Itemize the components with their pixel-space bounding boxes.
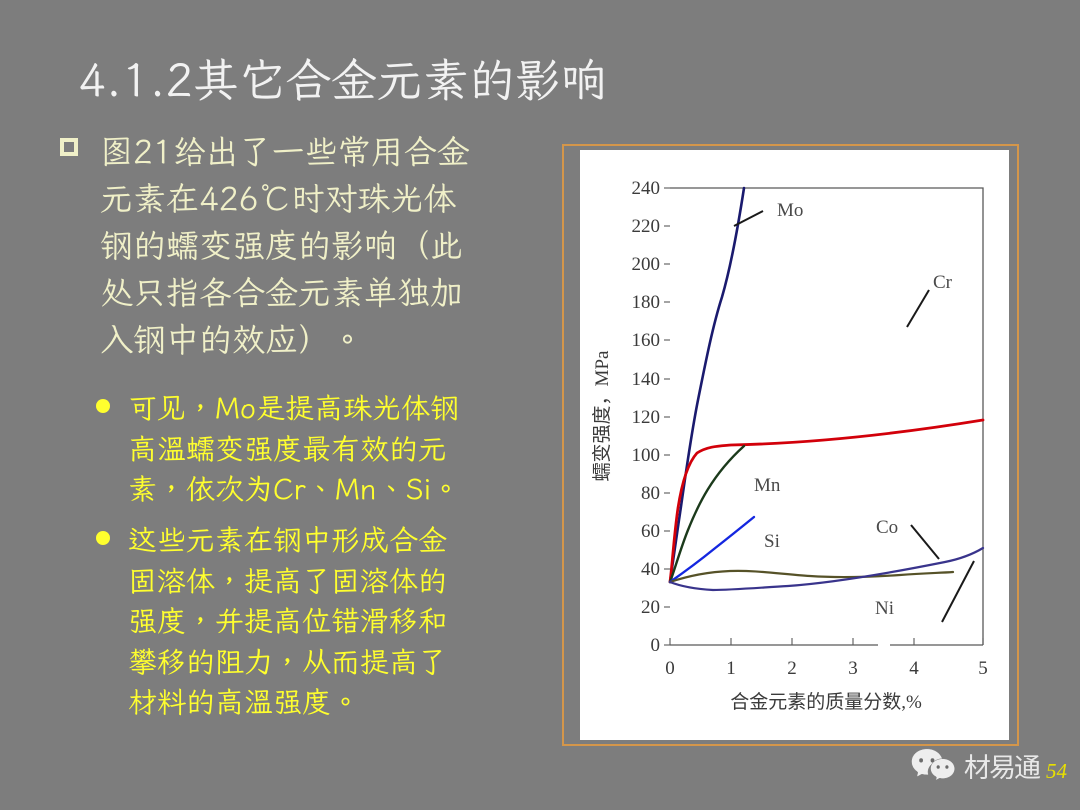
svg-text:160: 160: [632, 330, 661, 351]
svg-text:1: 1: [726, 658, 736, 679]
svg-text:240: 240: [632, 178, 661, 199]
svg-text:0: 0: [665, 658, 675, 679]
svg-text:Mo: Mo: [777, 200, 803, 221]
svg-text:2: 2: [787, 658, 797, 679]
svg-text:Si: Si: [764, 531, 780, 552]
svg-text:3: 3: [848, 658, 858, 679]
svg-text:Co: Co: [876, 517, 898, 538]
svg-text:40: 40: [641, 559, 660, 580]
svg-text:120: 120: [632, 407, 661, 428]
svg-text:Cr: Cr: [933, 272, 953, 293]
svg-text:140: 140: [632, 369, 661, 390]
svg-text:200: 200: [632, 254, 661, 275]
svg-text:合金元素的质量分数,%: 合金元素的质量分数,%: [730, 691, 922, 713]
svg-text:220: 220: [632, 216, 661, 237]
svg-text:Mn: Mn: [754, 475, 781, 496]
svg-text:60: 60: [641, 521, 660, 542]
svg-text:100: 100: [632, 445, 661, 466]
svg-text:5: 5: [978, 658, 988, 679]
svg-text:蠕变强度，MPa: 蠕变强度，MPa: [591, 350, 613, 481]
svg-text:180: 180: [632, 292, 661, 313]
svg-text:0: 0: [651, 635, 661, 656]
svg-text:4: 4: [909, 658, 919, 679]
svg-text:20: 20: [641, 597, 660, 618]
svg-text:Ni: Ni: [875, 598, 894, 619]
svg-text:80: 80: [641, 483, 660, 504]
